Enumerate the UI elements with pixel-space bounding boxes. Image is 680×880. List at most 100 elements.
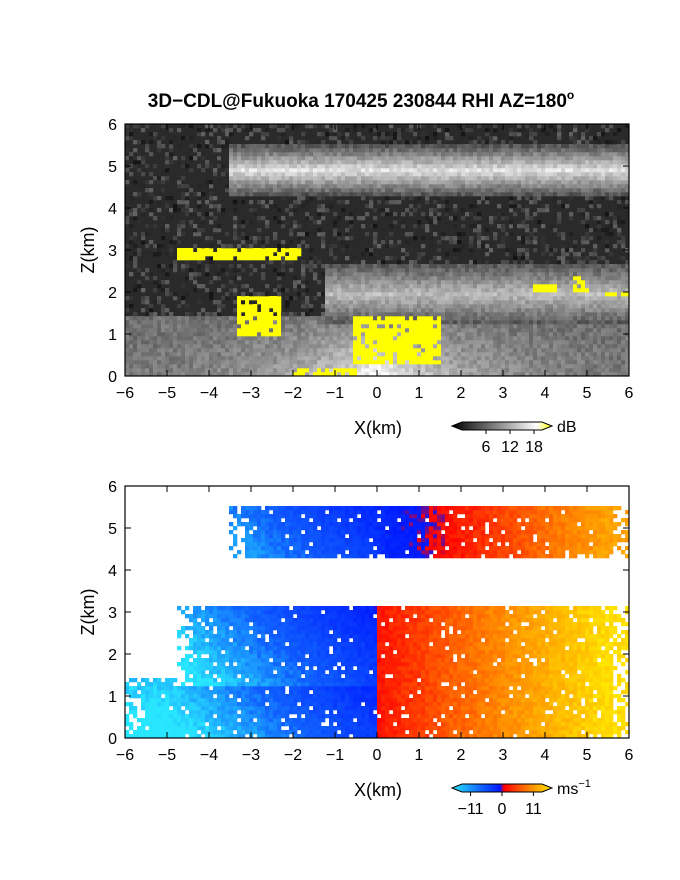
heatmap-cell xyxy=(353,292,358,297)
heatmap-cell xyxy=(485,180,490,185)
heatmap-cell xyxy=(533,324,538,329)
heatmap-cell xyxy=(625,292,629,297)
heatmap-cell xyxy=(217,300,222,305)
heatmap-cell xyxy=(569,364,574,369)
heatmap-cell xyxy=(365,268,370,273)
heatmap-cell xyxy=(625,264,629,269)
heatmap-cell xyxy=(577,256,582,261)
heatmap-cell xyxy=(517,172,522,177)
heatmap-cell xyxy=(485,372,490,376)
heatmap-cell xyxy=(349,188,354,193)
heatmap-cell xyxy=(281,180,286,185)
heatmap-cell xyxy=(541,296,546,301)
heatmap-cell xyxy=(449,276,454,281)
heatmap-cell xyxy=(437,180,442,185)
heatmap-cell xyxy=(189,336,194,341)
heatmap-cell xyxy=(525,248,530,253)
heatmap-cell xyxy=(529,276,534,281)
heatmap-cell xyxy=(269,176,274,181)
heatmap-cell xyxy=(249,300,254,305)
heatmap-cell xyxy=(349,304,354,309)
heatmap-cell xyxy=(377,356,382,361)
heatmap-cell xyxy=(573,300,578,305)
heatmap-cell xyxy=(309,180,314,185)
heatmap-cell xyxy=(469,276,474,281)
heatmap-cell xyxy=(373,372,378,376)
heatmap-cell xyxy=(313,256,318,261)
heatmap-cell xyxy=(425,188,430,193)
heatmap-cell xyxy=(529,372,534,376)
heatmap-cell xyxy=(393,156,398,161)
heatmap-cell xyxy=(349,172,354,177)
heatmap-cell xyxy=(353,324,358,329)
heatmap-cell xyxy=(473,264,478,269)
heatmap-cell xyxy=(233,252,238,257)
heatmap-cell xyxy=(549,204,554,209)
heatmap-cell xyxy=(505,192,510,197)
heatmap-cell xyxy=(465,364,470,369)
heatmap-cell xyxy=(297,352,302,357)
heatmap-cell xyxy=(533,344,538,349)
heatmap-cell xyxy=(257,372,262,376)
heatmap-cell xyxy=(381,284,386,289)
heatmap-cell xyxy=(261,204,266,209)
heatmap-cell xyxy=(581,236,586,241)
heatmap-cell xyxy=(261,248,266,253)
heatmap-cell xyxy=(453,324,458,329)
heatmap-cell xyxy=(281,368,286,373)
heatmap-cell xyxy=(377,164,382,169)
heatmap-cell xyxy=(465,272,470,277)
heatmap-cell xyxy=(549,316,554,321)
heatmap-cell xyxy=(429,364,434,369)
heatmap-cell xyxy=(533,200,538,205)
heatmap-cell xyxy=(353,188,358,193)
heatmap-cell xyxy=(525,336,530,341)
heatmap-cell xyxy=(201,168,206,173)
heatmap-cell xyxy=(421,184,426,189)
heatmap-cell xyxy=(293,344,298,349)
heatmap-cell xyxy=(301,264,306,269)
heatmap-cell xyxy=(373,264,378,269)
heatmap-cell xyxy=(233,220,238,225)
heatmap-cell xyxy=(597,320,602,325)
heatmap-cell xyxy=(161,336,166,341)
heatmap-cell xyxy=(621,168,626,173)
heatmap-cell xyxy=(545,276,550,281)
heatmap-cell xyxy=(189,364,194,369)
heatmap-cell xyxy=(253,316,258,321)
heatmap-cell xyxy=(165,156,170,161)
heatmap-cell xyxy=(473,260,478,265)
heatmap-cell xyxy=(373,192,378,197)
heatmap-cell xyxy=(337,340,342,345)
heatmap-cell xyxy=(397,340,402,345)
heatmap-cell xyxy=(133,244,138,249)
heatmap-cell xyxy=(173,348,178,353)
heatmap-cell xyxy=(321,236,326,241)
heatmap-cell xyxy=(257,164,262,169)
heatmap-cell xyxy=(497,316,502,321)
heatmap-cell xyxy=(469,344,474,349)
heatmap-cell xyxy=(385,320,390,325)
heatmap-cell xyxy=(325,204,330,209)
heatmap-cell xyxy=(397,188,402,193)
heatmap-cell xyxy=(589,288,594,293)
heatmap-cell xyxy=(589,236,594,241)
heatmap-cell xyxy=(197,256,202,261)
heatmap-cell xyxy=(337,288,342,293)
heatmap-cell xyxy=(185,252,190,257)
heatmap-cell xyxy=(585,320,590,325)
heatmap-cell xyxy=(237,156,242,161)
heatmap-cell xyxy=(577,324,582,329)
heatmap-cell xyxy=(613,192,618,197)
heatmap-cell xyxy=(529,200,534,205)
heatmap-cell xyxy=(521,344,526,349)
heatmap-cell xyxy=(445,320,450,325)
heatmap-cell xyxy=(265,336,270,341)
heatmap-cell xyxy=(569,268,574,273)
heatmap-cell xyxy=(261,356,266,361)
heatmap-cell xyxy=(237,176,242,181)
heatmap-cell xyxy=(353,344,358,349)
heatmap-cell xyxy=(617,296,622,301)
heatmap-cell xyxy=(625,188,629,193)
heatmap-cell xyxy=(433,172,438,177)
